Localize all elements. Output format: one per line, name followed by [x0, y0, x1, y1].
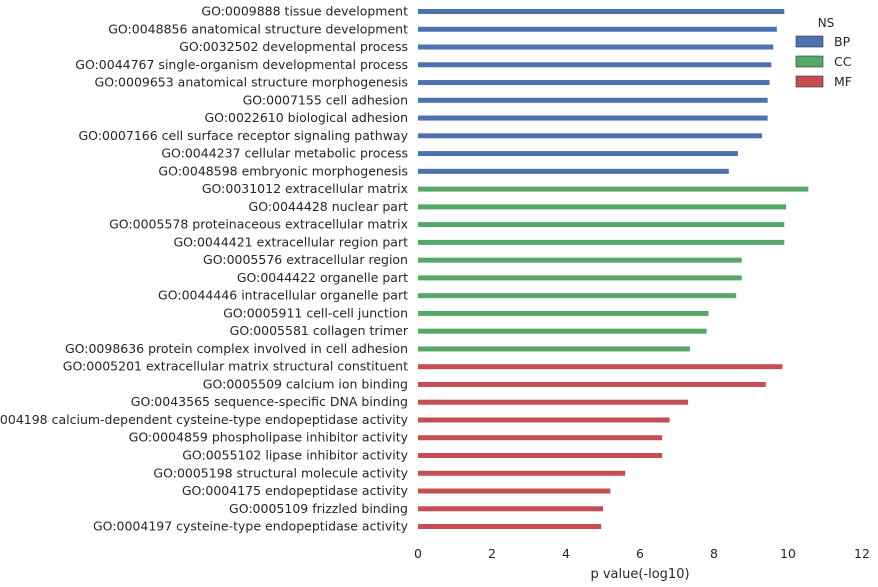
category-label: GO:0044446 intracellular organelle part: [158, 288, 408, 303]
legend-label-mf: MF: [834, 74, 852, 89]
category-label: GO:0007155 cell adhesion: [243, 92, 408, 107]
legend-swatch-cc: [795, 55, 824, 68]
bar-mf-28: [418, 506, 603, 512]
category-label: GO:0044237 cellular metabolic process: [161, 146, 408, 161]
legend-swatch-mf: [795, 75, 824, 88]
bar-cc-18: [418, 328, 707, 334]
bar-bp-8: [418, 151, 739, 157]
bar-mf-29: [418, 524, 602, 530]
bars-layer: [418, 9, 809, 530]
category-label: GO:0009888 tissue development: [201, 4, 408, 19]
bar-cc-19: [418, 346, 690, 352]
category-label: GO:0055102 lipase inhibitor activity: [182, 448, 408, 463]
x-tick-label: 2: [488, 546, 496, 561]
category-label: GO:0044422 organelle part: [237, 270, 408, 285]
legend-title: NS: [818, 16, 835, 30]
category-labels: GO:0009888 tissue development GO:0048856 …: [0, 4, 409, 534]
bar-bp-5: [418, 97, 768, 103]
legend-items: BP CC MF: [795, 34, 852, 89]
x-tick-label: 8: [710, 546, 718, 561]
bar-mf-24: [418, 435, 663, 441]
category-label: GO:0032502 developmental process: [179, 39, 408, 54]
category-label: GO:0007166 cell surface receptor signali…: [78, 128, 408, 143]
bar-bp-2: [418, 44, 774, 50]
category-label: GO:0004198 calcium-dependent cysteine-ty…: [0, 412, 409, 427]
legend: NS BP CC MF: [795, 16, 852, 89]
category-label: GO:0004859 phospholipase inhibitor activ…: [129, 430, 409, 445]
bar-cc-11: [418, 204, 787, 210]
bar-mf-26: [418, 470, 626, 476]
category-label: GO:0022610 biological adhesion: [205, 110, 409, 125]
category-label: GO:0048856 anatomical structure developm…: [108, 21, 408, 36]
legend-swatch-bp: [795, 35, 824, 48]
category-label: GO:0005578 proteinaceous extracellular m…: [109, 217, 408, 232]
category-label: GO:0005198 structural molecule activity: [153, 465, 408, 480]
bar-mf-21: [418, 381, 766, 387]
bar-cc-14: [418, 257, 742, 263]
x-tick-label: 6: [636, 546, 644, 561]
bar-cc-12: [418, 222, 785, 228]
category-label: GO:0004175 endopeptidase activity: [182, 483, 409, 498]
category-label: GO:0005509 calcium ion binding: [203, 376, 408, 391]
bar-mf-23: [418, 417, 670, 423]
bar-bp-9: [418, 168, 729, 174]
x-tick-label: 12: [854, 546, 870, 561]
bar-cc-10: [418, 186, 809, 192]
bar-cc-16: [418, 293, 737, 299]
bar-mf-27: [418, 488, 611, 494]
category-label: GO:0005576 extracellular region: [203, 252, 408, 267]
bar-cc-13: [418, 239, 785, 245]
category-label: GO:0005581 collagen trimer: [230, 323, 409, 338]
category-label: GO:0005109 frizzled binding: [229, 501, 408, 516]
category-label: GO:0044767 single-organism developmental…: [75, 57, 408, 72]
bar-mf-22: [418, 399, 689, 405]
x-tick-label: 10: [780, 546, 796, 561]
category-label: GO:0004197 cysteine-type endopeptidase a…: [93, 519, 409, 534]
category-label: GO:0044421 extracellular region part: [173, 234, 408, 249]
bar-mf-25: [418, 453, 663, 458]
x-tick-label: 0: [414, 546, 422, 561]
bar-bp-4: [418, 80, 770, 86]
category-label: GO:0009653 anatomical structure morphoge…: [95, 75, 408, 90]
category-label: GO:0005201 extracellular matrix structur…: [63, 359, 408, 374]
legend-label-cc: CC: [834, 54, 852, 69]
bar-cc-15: [418, 275, 742, 281]
bar-bp-7: [418, 133, 763, 139]
category-label: GO:0044428 nuclear part: [249, 199, 409, 214]
category-label: GO:0043565 sequence-specific DNA binding: [131, 394, 408, 409]
bar-mf-20: [418, 364, 783, 370]
bar-bp-0: [418, 9, 785, 14]
bar-bp-6: [418, 115, 768, 121]
category-label: GO:0048598 embryonic morphogenesis: [158, 163, 408, 178]
category-label: GO:0098636 protein complex involved in c…: [65, 341, 408, 356]
bar-bp-1: [418, 26, 777, 32]
category-label: GO:0031012 extracellular matrix: [202, 181, 408, 196]
legend-label-bp: BP: [834, 34, 851, 49]
bar-bp-3: [418, 62, 772, 68]
bar-cc-17: [418, 310, 709, 316]
x-axis-ticks: 0 2 4 6 8 10 12: [414, 546, 870, 561]
x-axis-title: p value(-log10): [590, 567, 689, 582]
category-label: GO:0005911 cell-cell junction: [223, 305, 408, 320]
x-tick-label: 4: [562, 546, 570, 561]
